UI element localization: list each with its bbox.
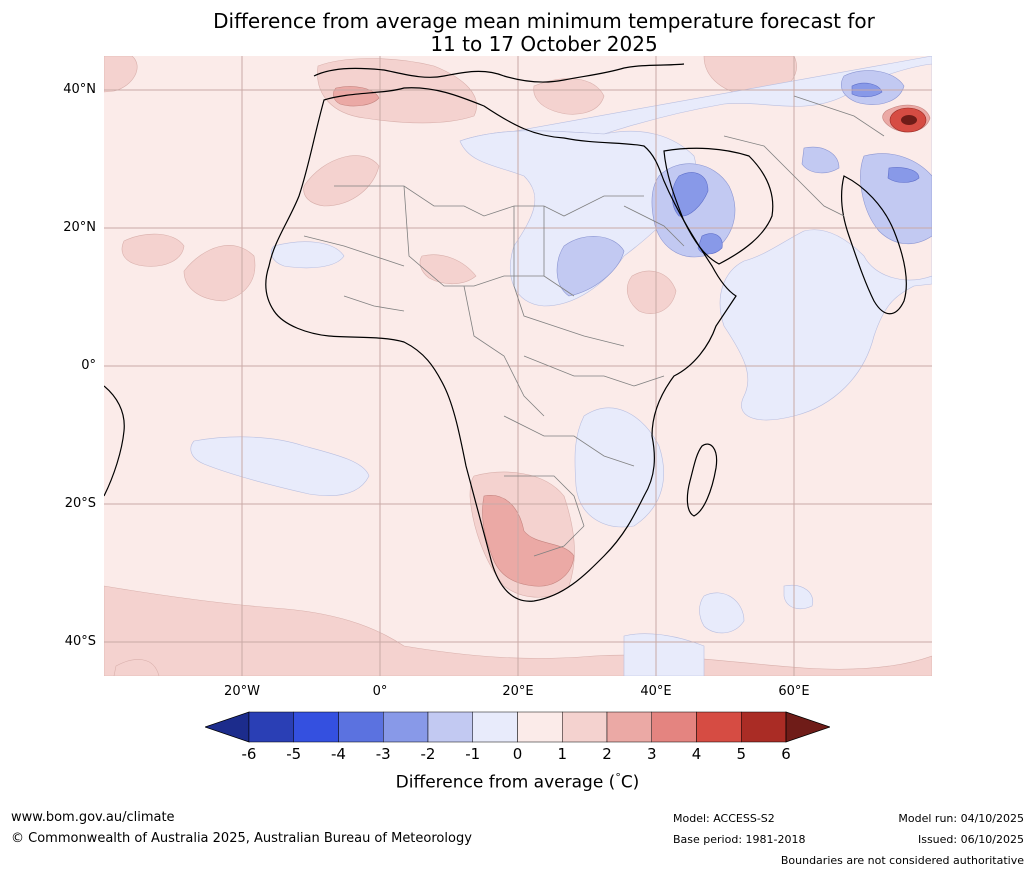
- footer-model-run: Model run: 04/10/2025: [898, 812, 1024, 825]
- colorbar-tick-label: 0: [512, 745, 523, 763]
- warm-anomaly-1-2: [104, 56, 932, 676]
- colorbar-swatch: [606, 711, 652, 743]
- cool-anomaly-0-1: [190, 56, 932, 676]
- colorbar-swatch: [338, 711, 384, 743]
- colorbar-tick-label: -1: [465, 745, 481, 763]
- colorbar-swatch: [383, 711, 429, 743]
- chart-title-line1: Difference from average mean minimum tem…: [213, 9, 875, 33]
- map-gridlines: [104, 56, 932, 676]
- lon-tick-60e: 60°E: [778, 684, 810, 699]
- chart-title-line2: 11 to 17 October 2025: [430, 32, 658, 56]
- colorbar-extend-high: [785, 711, 830, 743]
- footer-base-period: Base period: 1981-2018: [673, 833, 806, 846]
- lon-tick-0: 0°: [372, 684, 388, 699]
- colorbar: [205, 711, 830, 743]
- colorbar-tick-label: -4: [331, 745, 346, 763]
- country-borders: [303, 95, 885, 557]
- colorbar-tick-label: 6: [781, 745, 791, 763]
- colorbar-extend-low: [205, 711, 250, 743]
- forecast-map: [104, 56, 932, 676]
- colorbar-swatch: [472, 711, 518, 743]
- colorbar-label-prefix: Difference from average (: [395, 772, 616, 793]
- colorbar-label-degree: °: [615, 771, 621, 784]
- colorbar-tick-label: -6: [241, 745, 257, 763]
- lat-tick-40n: 40°N: [63, 82, 96, 97]
- colorbar-swatch: [248, 711, 294, 743]
- lon-tick-20w: 20°W: [224, 684, 260, 699]
- lon-tick-20e: 20°E: [502, 684, 534, 699]
- map-svg: [104, 56, 932, 676]
- colorbar-swatches: [205, 711, 830, 743]
- lat-tick-0: 0°: [81, 358, 96, 373]
- warm-anomaly-hotspot-core: [901, 115, 917, 125]
- colorbar-tick-label: -5: [286, 745, 302, 763]
- colorbar-tick-label: 2: [602, 745, 612, 763]
- colorbar-swatch: [293, 711, 339, 743]
- colorbar-swatch: [517, 711, 563, 743]
- colorbar-tick-label: -2: [420, 745, 436, 763]
- colorbar-label-unit: C): [620, 772, 640, 793]
- lat-tick-40s: 40°S: [64, 634, 96, 649]
- chart-title: Difference from average mean minimum tem…: [0, 10, 1035, 56]
- colorbar-tick-label: 5: [736, 745, 747, 763]
- colorbar-label: Difference from average (°C): [0, 771, 1035, 793]
- colorbar-swatch: [696, 711, 742, 743]
- colorbar-tick-label: 3: [646, 745, 657, 763]
- colorbar-swatch: [741, 711, 787, 743]
- footer-copyright: © Commonwealth of Australia 2025, Austra…: [11, 831, 472, 846]
- lon-tick-40e: 40°E: [640, 684, 672, 699]
- cool-anomaly-1-2: [556, 70, 932, 297]
- colorbar-tick-label: 4: [691, 745, 702, 763]
- footer-disclaimer: Boundaries are not considered authoritat…: [780, 854, 1024, 867]
- footer-issued: Issued: 06/10/2025: [917, 833, 1024, 846]
- lat-tick-20s: 20°S: [64, 496, 96, 511]
- colorbar-swatch: [427, 711, 473, 743]
- footer-website: www.bom.gov.au/climate: [11, 810, 175, 825]
- colorbar-tick-label: 1: [557, 745, 568, 763]
- colorbar-swatch: [651, 711, 697, 743]
- colorbar-tick-label: -3: [375, 745, 391, 763]
- footer-model: Model: ACCESS-S2: [673, 812, 775, 825]
- colorbar-swatch: [562, 711, 608, 743]
- lat-tick-20n: 20°N: [63, 220, 96, 235]
- coastlines: [104, 63, 907, 602]
